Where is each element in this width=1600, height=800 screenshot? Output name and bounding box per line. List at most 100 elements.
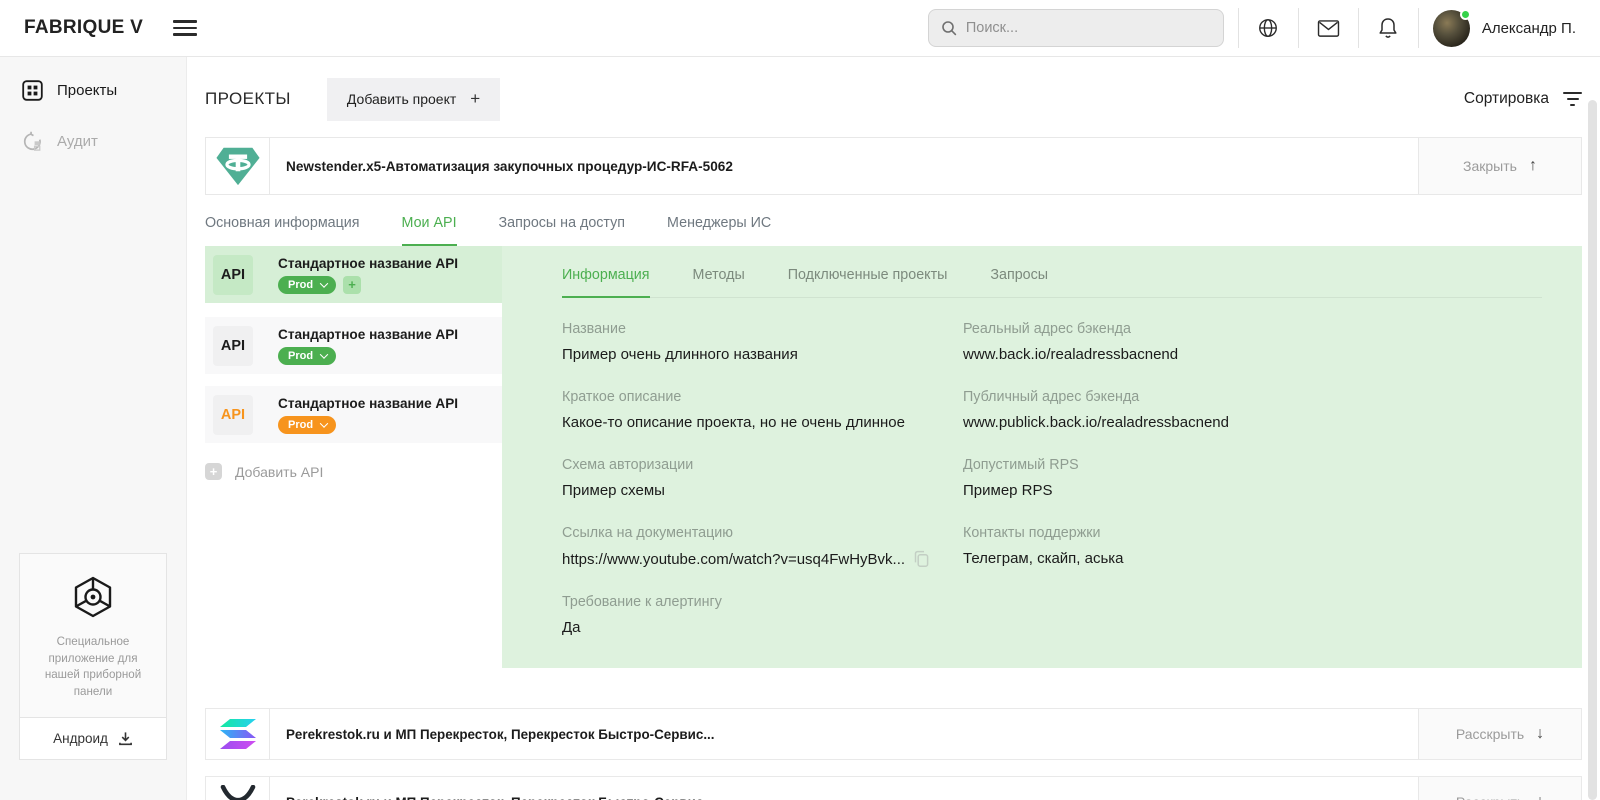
- solana-icon: [206, 709, 270, 759]
- field-value: Какое-то описание проекта, но не очень д…: [562, 414, 905, 431]
- expand-project-button[interactable]: Расскрыть ↓: [1418, 709, 1581, 759]
- add-api-label: Добавить API: [235, 463, 324, 480]
- project-card-header[interactable]: Newstender.x5-Автоматизация закупочных п…: [205, 137, 1582, 195]
- sidebar-item-label: Аудит: [57, 133, 98, 150]
- field-label: Требование к алертингу: [562, 594, 722, 610]
- filter-icon: [1563, 92, 1582, 106]
- tab-main-info[interactable]: Основная информация: [205, 215, 360, 231]
- api-detail-panel: Информация Методы Подключенные проекты З…: [502, 246, 1582, 668]
- xrp-icon: [206, 777, 270, 800]
- online-status-dot: [1459, 8, 1471, 20]
- expand-project-button[interactable]: Расскрыть ↓: [1418, 777, 1581, 800]
- search-icon: [941, 20, 957, 36]
- tab-access-requests[interactable]: Запросы на доступ: [498, 215, 626, 231]
- sidebar: Проекты Аудит Специальное приложение для…: [0, 57, 187, 800]
- tab-connected-projects[interactable]: Подключенные проекты: [787, 267, 948, 283]
- field-label: Схема авторизации: [562, 457, 694, 473]
- env-label: Prod: [288, 349, 314, 362]
- tab-requests[interactable]: Запросы: [990, 267, 1049, 283]
- mail-icon[interactable]: [1299, 0, 1358, 56]
- field-alerting: Требование к алертингу Да: [562, 594, 963, 636]
- plus-icon: +: [470, 89, 481, 108]
- add-project-label: Добавить проект: [346, 91, 457, 107]
- expand-label: Расскрыть: [1455, 726, 1525, 742]
- tether-icon: [206, 138, 270, 194]
- api-list-item[interactable]: API Стандартное название API Prod: [205, 317, 502, 374]
- project-title: Perekrestok.ru и МП Перекресток, Перекре…: [270, 777, 1418, 800]
- sort-label: Сортировка: [1463, 90, 1549, 107]
- hamburger-menu-icon[interactable]: [173, 20, 198, 36]
- download-icon: [118, 731, 133, 746]
- android-download-button[interactable]: Андроид: [20, 718, 166, 759]
- field-real-backend: Реальный адрес бэкенда www.back.io/reala…: [963, 321, 1542, 363]
- field-value: www.back.io/realadressbacnend: [963, 346, 1179, 363]
- fields-left-column: Название Пример очень длинного названия …: [562, 321, 963, 662]
- avatar[interactable]: [1432, 8, 1471, 47]
- sidebar-item-projects[interactable]: Проекты: [0, 65, 186, 116]
- field-label: Контакты поддержки: [963, 525, 1101, 541]
- detail-tabs: Информация Методы Подключенные проекты З…: [562, 246, 1542, 298]
- field-label: Краткое описание: [562, 389, 682, 405]
- language-globe-icon[interactable]: [1239, 0, 1298, 56]
- field-public-backend: Публичный адрес бэкенда www.publick.back…: [963, 389, 1542, 431]
- sort-control[interactable]: Сортировка: [1464, 90, 1582, 108]
- project-title: Newstender.x5-Автоматизация закупочных п…: [286, 158, 733, 174]
- field-value: www.publick.back.io/realadressbacnend: [963, 414, 1229, 431]
- tab-methods[interactable]: Методы: [692, 267, 745, 283]
- search-box[interactable]: [927, 9, 1224, 47]
- field-value: https://www.youtube.com/watch?v=usq4FwHy…: [562, 550, 906, 568]
- copy-icon[interactable]: [913, 550, 930, 568]
- notifications-bell-icon[interactable]: [1359, 0, 1418, 56]
- app-cube-icon: [32, 576, 154, 618]
- api-chip: API: [213, 254, 253, 295]
- field-value: Пример схемы: [562, 482, 665, 499]
- project-row[interactable]: Perekrestok.ru и МП Перекресток, Перекре…: [205, 776, 1582, 800]
- add-env-button[interactable]: +: [343, 275, 362, 294]
- sidebar-item-label: Проекты: [57, 82, 118, 99]
- field-value: Пример очень длинного названия: [562, 346, 798, 363]
- field-rps: Допустимый RPS Пример RPS: [963, 457, 1542, 499]
- env-dropdown[interactable]: Prod: [278, 346, 337, 365]
- api-list-item[interactable]: API Стандартное название API Prod +: [205, 246, 502, 303]
- chevron-down-icon: [319, 418, 329, 428]
- tab-my-api[interactable]: Мои API: [401, 215, 457, 246]
- projects-grid-icon: [22, 80, 43, 101]
- projects-toolbar: ПРОЕКТЫ Добавить проект + Сортировка: [205, 77, 1582, 121]
- field-auth-scheme: Схема авторизации Пример схемы: [562, 457, 963, 499]
- api-title: Стандартное название API: [278, 255, 459, 271]
- user-name: Александр П.: [1481, 19, 1576, 37]
- api-title: Стандартное название API: [278, 326, 459, 342]
- search-input[interactable]: [965, 20, 1206, 36]
- env-label: Prod: [288, 278, 314, 291]
- close-label: Закрыть: [1463, 158, 1517, 174]
- tab-information[interactable]: Информация: [562, 267, 650, 298]
- promo-download-label: Андроид: [53, 731, 108, 746]
- api-list: API Стандартное название API Prod + API …: [205, 246, 502, 480]
- down-arrow-icon: ↓: [1536, 793, 1544, 800]
- tab-is-managers[interactable]: Менеджеры ИС: [667, 215, 772, 231]
- add-api-button[interactable]: + Добавить API: [205, 463, 502, 480]
- field-value: Телеграм, скайп, аська: [963, 550, 1124, 567]
- api-list-item[interactable]: API Стандартное название API Prod: [205, 386, 502, 443]
- field-label: Название: [562, 321, 626, 337]
- sidebar-item-audit[interactable]: Аудит: [0, 116, 186, 167]
- env-dropdown[interactable]: Prod: [278, 415, 337, 434]
- field-label: Реальный адрес бэкенда: [963, 321, 1131, 337]
- project-row[interactable]: Perekrestok.ru и МП Перекресток, Перекре…: [205, 708, 1582, 760]
- env-dropdown[interactable]: Prod: [278, 275, 337, 294]
- scrollbar[interactable]: [1588, 100, 1597, 800]
- add-project-button[interactable]: Добавить проект +: [326, 77, 501, 121]
- promo-card: Специальное приложение для нашей приборн…: [19, 552, 167, 760]
- promo-text: Специальное приложение для нашей приборн…: [44, 634, 142, 699]
- field-doc-link: Ссылка на документацию https://www.youtu…: [562, 525, 963, 568]
- plus-icon: +: [205, 463, 222, 480]
- field-name: Название Пример очень длинного названия: [562, 321, 963, 363]
- user-menu[interactable]: Александр П.: [1419, 8, 1600, 47]
- close-project-button[interactable]: Закрыть ↑: [1418, 138, 1581, 194]
- up-arrow-icon: ↑: [1528, 157, 1537, 174]
- expand-label: Расскрыть: [1456, 794, 1524, 800]
- api-title: Стандартное название API: [278, 395, 459, 411]
- field-support-contacts: Контакты поддержки Телеграм, скайп, аськ…: [963, 525, 1542, 567]
- api-chip: API: [213, 325, 253, 366]
- page-title: ПРОЕКТЫ: [205, 89, 291, 108]
